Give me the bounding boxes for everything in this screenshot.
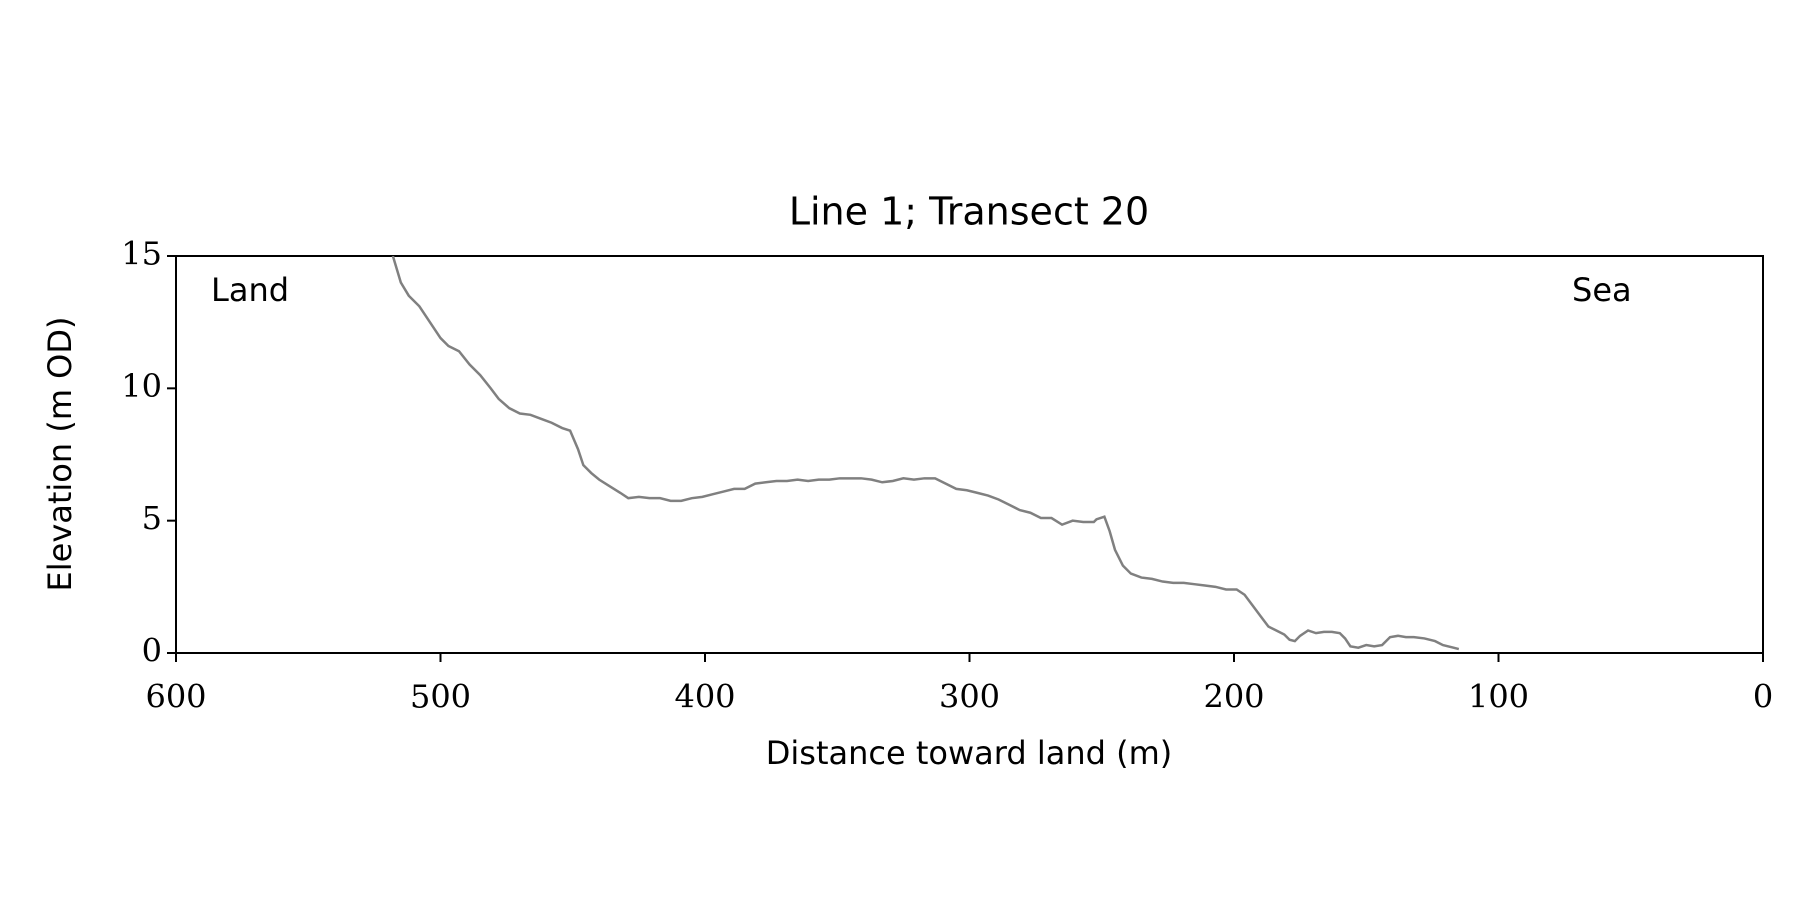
x-tick-label: 600 (145, 678, 206, 716)
chart-title: Line 1; Transect 20 (789, 190, 1149, 234)
y-tick-label: 0 (142, 632, 162, 670)
annotation: Land (211, 271, 289, 309)
y-tick-label: 5 (142, 499, 162, 537)
y-axis-label: Elevation (m OD) (41, 317, 79, 592)
x-axis-label: Distance toward land (m) (766, 734, 1172, 772)
x-tick-label: 0 (1753, 678, 1773, 716)
y-tick-label: 10 (121, 367, 162, 405)
elevation-line (391, 256, 1460, 651)
x-tick-label: 100 (1468, 678, 1529, 716)
y-tick-label: 15 (121, 235, 162, 273)
x-tick-label: 200 (1203, 678, 1264, 716)
x-tick-label: 400 (674, 678, 735, 716)
annotation: Sea (1572, 271, 1632, 309)
plot-frame (175, 255, 1764, 654)
x-tick-label: 300 (939, 678, 1000, 716)
x-tick-label: 500 (410, 678, 471, 716)
